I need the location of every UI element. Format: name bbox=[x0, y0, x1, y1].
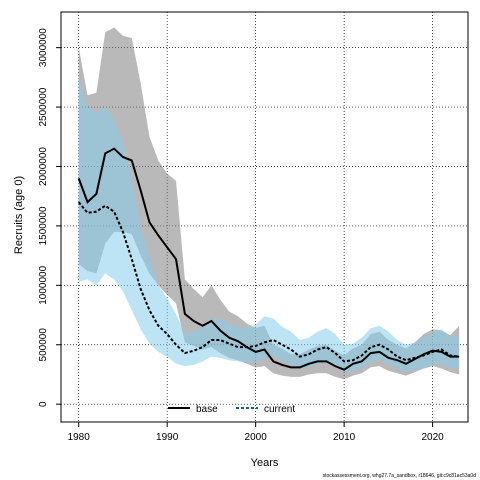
y-tick-label-500000: 500000 bbox=[38, 328, 49, 362]
y-tick-label-2500000: 2500000 bbox=[38, 87, 49, 126]
x-tick-label-2000: 2000 bbox=[245, 432, 268, 443]
x-tick-label-1990: 1990 bbox=[156, 432, 179, 443]
series-line-current bbox=[77, 201, 460, 363]
series-lines bbox=[77, 147, 460, 371]
legend-label-base: base bbox=[196, 404, 218, 415]
confidence-bands bbox=[78, 27, 460, 380]
y-axis: 0 500000 1000000 1500000 2000000 2500000 30000… bbox=[38, 28, 62, 407]
series-line-base bbox=[77, 147, 460, 371]
y-tick-label-3000000: 3000000 bbox=[38, 28, 49, 67]
footer-source-note: stockassessment.org, whg27.7a_sandbox, r… bbox=[323, 473, 477, 479]
y-tick-label-1500000: 1500000 bbox=[38, 206, 49, 245]
y-tick-label-1000000: 1000000 bbox=[38, 265, 49, 304]
confidence-band-base bbox=[78, 27, 460, 380]
y-tick-label-2000000: 2000000 bbox=[38, 147, 49, 186]
x-axis: 1980 1990 2000 2010 2020 bbox=[68, 421, 444, 443]
y-axis-title: Recruits (age 0) bbox=[13, 176, 25, 254]
x-tick-label-1980: 1980 bbox=[68, 432, 91, 443]
x-tick-label-2020: 2020 bbox=[421, 432, 444, 443]
y-tick-label-0: 0 bbox=[38, 401, 49, 407]
x-axis-title: Years bbox=[251, 457, 279, 469]
x-tick-label-2010: 2010 bbox=[333, 432, 356, 443]
confidence-band-current bbox=[78, 77, 460, 373]
legend-label-current: current bbox=[264, 404, 295, 415]
legend: base current bbox=[168, 404, 295, 415]
